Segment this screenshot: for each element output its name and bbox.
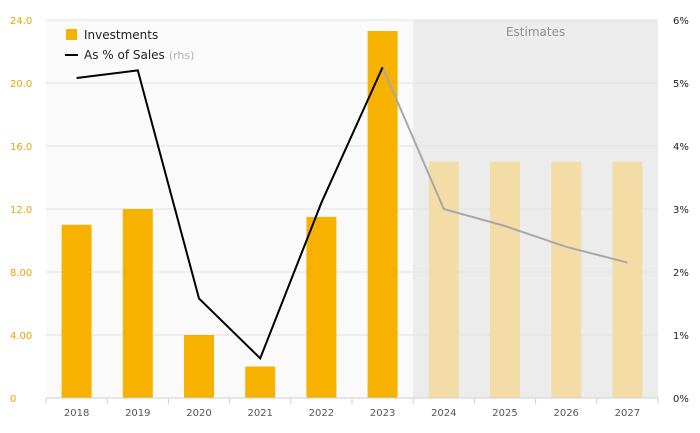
bar [490,161,520,398]
right-tick-label: 0% [673,394,689,405]
bar [428,161,459,398]
left-tick-label: 16.0 [10,142,32,153]
bar [306,216,337,398]
sales-pct-line [76,66,628,361]
right-axis: 0% 1% 2% 3% 4% 5% 6% [673,16,689,405]
x-tick-label: 2024 [431,408,456,419]
left-tick-label: 12.0 [10,205,32,216]
x-tick-label: 2018 [64,408,89,419]
estimates-label: Estimates [506,25,565,39]
legend-sales-pct-suffix: (rhs) [169,49,195,62]
left-tick-label: 20.0 [10,79,32,90]
x-tick-label: 2021 [247,408,272,419]
x-axis: 2018 2019 2020 2021 2022 2023 2024 2025 2026 2027 [45,397,659,419]
legend-sales-pct-label: As % of Sales [84,48,165,62]
right-tick-label: 1% [673,331,689,342]
legend: Investments As % of Sales (rhs) [65,28,194,62]
x-tick-label: 2026 [553,408,578,419]
bar [122,209,153,398]
bar [612,161,643,398]
left-axis: 0 4.00 8.00 12.0 16.0 20.0 24.0 [10,16,32,405]
x-tick-label: 2023 [370,408,395,419]
x-tick-label: 2020 [186,408,211,419]
bar [551,161,582,398]
bar [61,224,92,398]
bar [367,31,398,399]
x-tick-label: 2025 [492,408,517,419]
legend-investments-label: Investments [84,28,158,42]
left-tick-label: 0 [10,394,16,405]
bar [184,335,214,398]
right-tick-label: 6% [673,16,689,27]
legend-investments-swatch [66,29,77,40]
bar [245,366,276,398]
left-tick-label: 24.0 [10,16,32,27]
right-tick-label: 4% [673,142,689,153]
sales-pct-line-actual [76,66,384,361]
x-tick-label: 2027 [615,408,640,419]
investment-bars [61,31,643,399]
x-tick-label: 2019 [125,408,150,419]
left-tick-label: 4.00 [10,331,32,342]
x-tick-label: 2022 [309,408,334,419]
right-tick-label: 5% [673,79,689,90]
legend-sales-pct-text: As % of Sales (rhs) [84,48,194,62]
right-tick-label: 2% [673,268,689,279]
left-tick-label: 8.00 [10,268,32,279]
right-tick-label: 3% [673,205,689,216]
